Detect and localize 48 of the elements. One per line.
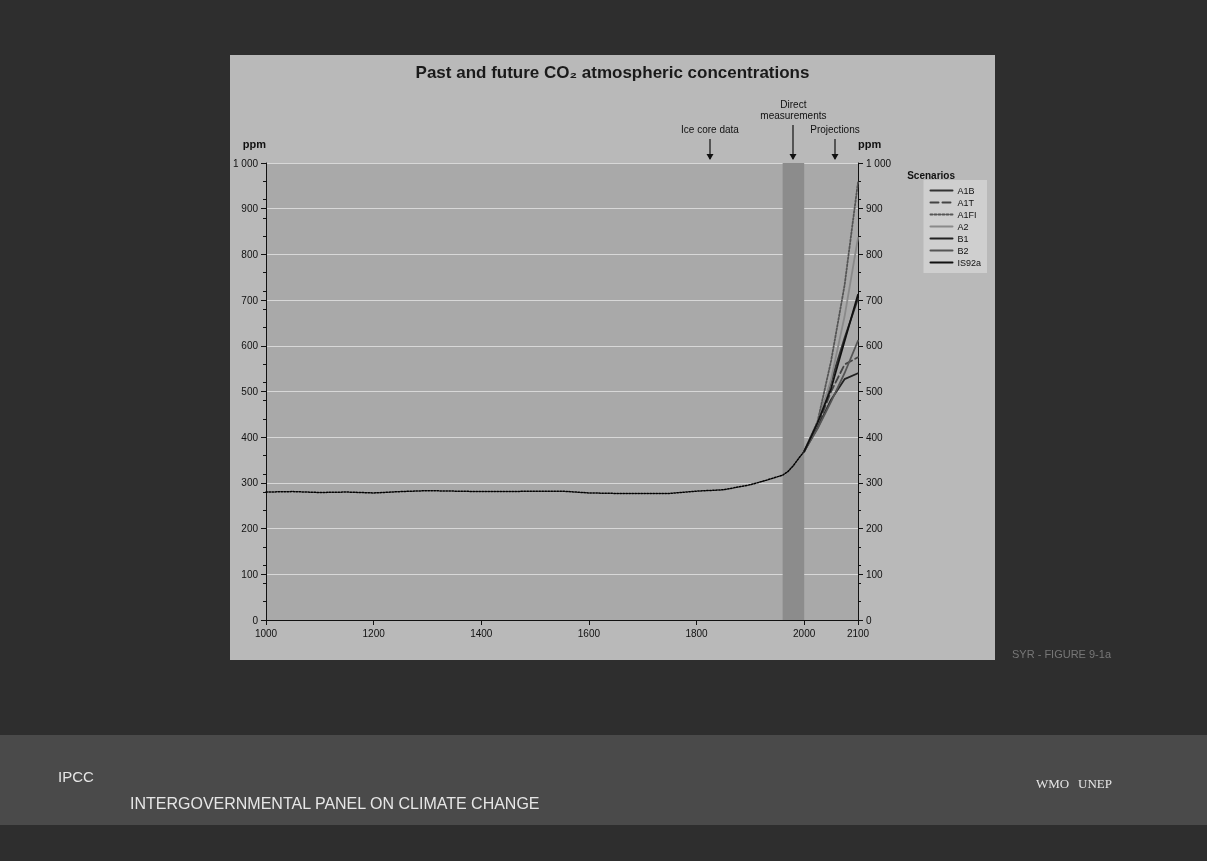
y2-tick-label: 300: [866, 477, 884, 489]
y-axis-title: ppm: [242, 137, 267, 150]
chart-title: Past and future CO₂ atmospheric concentrations: [415, 63, 810, 82]
y2-tick-label: 0: [866, 614, 872, 626]
y2-tick-label: 900: [866, 203, 884, 215]
text: WMO: [1036, 776, 1070, 792]
y-tick-label: 100: [241, 568, 259, 580]
legend-label: A1B: [957, 185, 975, 196]
y-tick-label: 200: [241, 523, 259, 535]
y-tick-label: 700: [241, 294, 259, 306]
legend-title: Scenarios: [907, 169, 956, 181]
text: SYR - FIGURE 9-1a: [1012, 648, 1112, 660]
legend-label: B2: [957, 245, 969, 256]
y2-axis-title: ppm: [858, 137, 882, 150]
x-tick-label: 1600: [577, 627, 601, 639]
y2-tick-label: 600: [866, 340, 884, 352]
band-label: Direct measurements: [759, 99, 828, 121]
y-tick-label: 800: [241, 248, 259, 260]
y2-tick-label: 400: [866, 431, 884, 443]
y-tick-label: 500: [241, 386, 259, 397]
y-tick-label: 300: [241, 477, 259, 489]
y2-tick-label: 500: [866, 386, 884, 397]
y-tick-label: 0: [252, 614, 259, 626]
text: IPCC: [58, 768, 94, 785]
y2-tick-label: 800: [866, 248, 884, 260]
y-tick-label: 600: [241, 340, 259, 352]
text: INTERGOVERNMENTAL PANEL ON CLIMATE CHANGE: [130, 795, 540, 813]
text: Projections: [809, 124, 861, 135]
legend-label: IS92a: [957, 257, 982, 268]
x-tick-label: 1000: [254, 627, 278, 639]
y2-tick-label: 1 000: [866, 157, 892, 169]
y-tick-label: 900: [241, 203, 259, 215]
y2-tick-label: 200: [866, 523, 884, 535]
legend-label: B1: [957, 233, 969, 244]
x-tick-label: 1200: [362, 627, 386, 639]
y2-tick-label: 700: [866, 294, 884, 306]
y-tick-label: 1 000: [232, 157, 259, 169]
x-tick-label: 2100: [846, 627, 870, 639]
y2-tick-label: 100: [866, 568, 884, 580]
x-tick-label: 2000: [793, 627, 816, 639]
legend-label: A1FI: [957, 209, 977, 220]
x-tick-label: 1800: [685, 627, 709, 639]
text: Ice core data: [680, 124, 740, 135]
x-tick-label: 1400: [470, 627, 493, 639]
legend-label: A1T: [957, 197, 975, 208]
text: UNEP: [1078, 776, 1112, 792]
y-tick-label: 400: [241, 431, 259, 443]
legend-label: A2: [957, 221, 969, 232]
